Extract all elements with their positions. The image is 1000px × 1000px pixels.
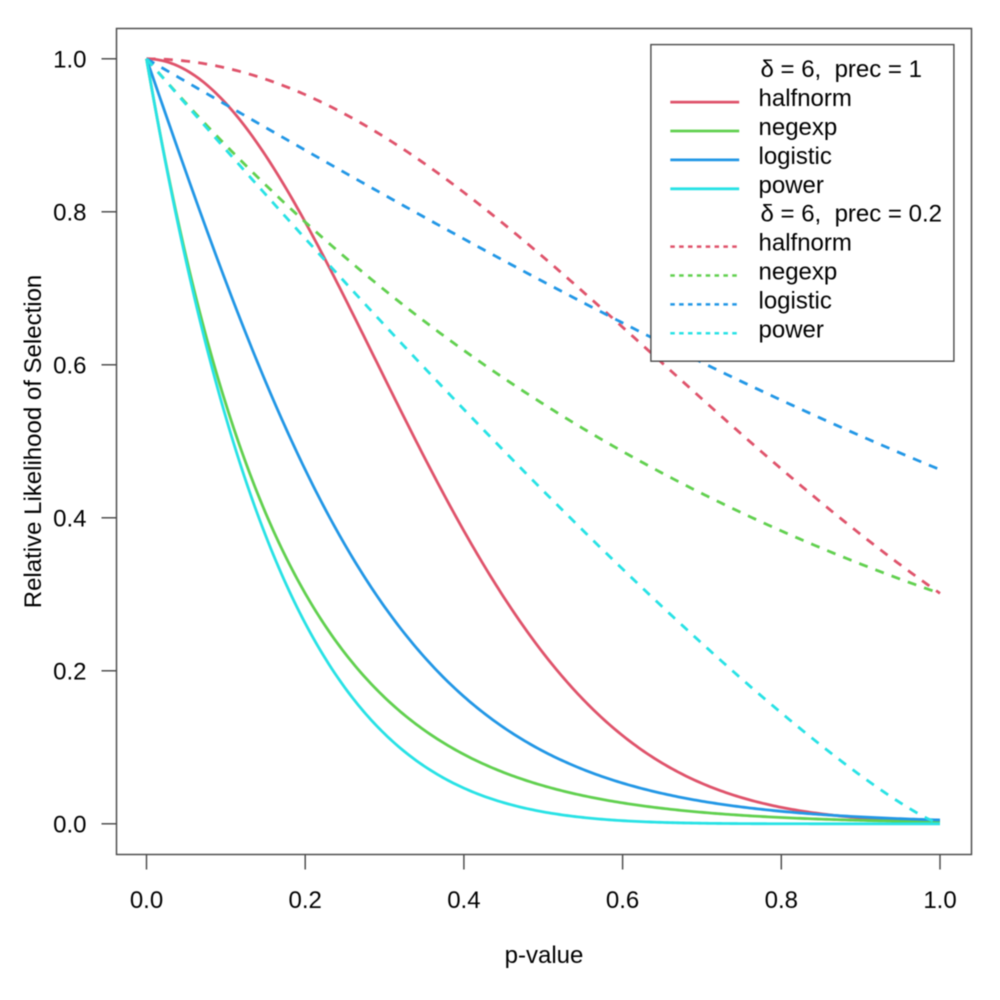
svg-text:power: power — [759, 316, 824, 343]
svg-text:0.6: 0.6 — [606, 887, 639, 914]
svg-text:0.2: 0.2 — [289, 887, 322, 914]
svg-text:0.6: 0.6 — [53, 352, 86, 379]
svg-text:halfnorm: halfnorm — [759, 85, 852, 112]
svg-text:0.0: 0.0 — [130, 887, 163, 914]
svg-text:halfnorm: halfnorm — [759, 230, 852, 257]
svg-text:0.8: 0.8 — [53, 199, 86, 226]
svg-text:0.2: 0.2 — [53, 658, 86, 685]
svg-text:0.8: 0.8 — [765, 887, 798, 914]
svg-text:δ = 6, prec = 1: δ = 6, prec = 1 — [761, 56, 922, 83]
svg-text:Relative Likelihood of Selecti: Relative Likelihood of Selection — [20, 275, 47, 609]
svg-text:1.0: 1.0 — [923, 887, 956, 914]
svg-text:p-value: p-value — [505, 942, 584, 969]
svg-text:0.0: 0.0 — [53, 811, 86, 838]
svg-text:0.4: 0.4 — [447, 887, 480, 914]
svg-text:logistic: logistic — [759, 143, 832, 170]
svg-text:δ = 6, prec = 0.2: δ = 6, prec = 0.2 — [761, 201, 942, 228]
svg-text:0.4: 0.4 — [53, 505, 86, 532]
svg-text:negexp: negexp — [759, 114, 838, 141]
svg-text:logistic: logistic — [759, 287, 832, 314]
svg-text:negexp: negexp — [759, 259, 838, 286]
svg-text:power: power — [759, 172, 824, 199]
svg-text:1.0: 1.0 — [53, 46, 86, 73]
